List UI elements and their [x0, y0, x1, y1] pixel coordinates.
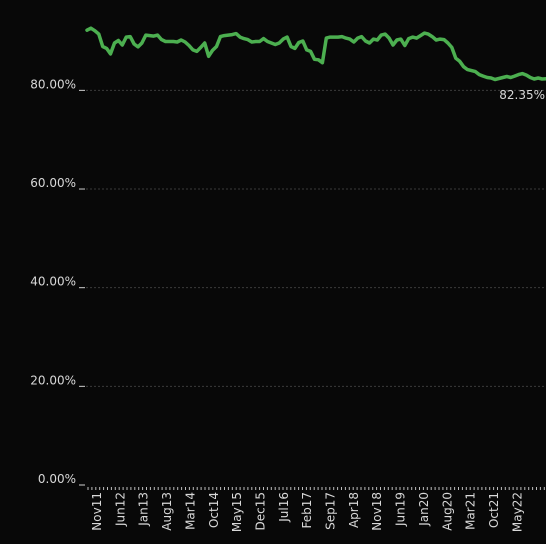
x-tick-label: Nov11	[90, 492, 104, 531]
y-tick-label: 20.00%	[30, 373, 76, 387]
x-tick-label: Jan13	[137, 492, 151, 527]
x-tick-label: Apr18	[347, 492, 361, 528]
x-tick-label: Jul16	[277, 492, 291, 523]
y-axis: 0.00% 20.00% 40.00% 60.00% 80.00%	[30, 77, 85, 486]
y-tick-label: 0.00%	[38, 472, 76, 486]
series-line-layer	[85, 26, 546, 82]
last-value-label: 82.35%	[499, 88, 545, 102]
x-tick-label: Oct21	[487, 492, 501, 528]
x-tick-label: Jun12	[113, 492, 127, 527]
x-tick-label: Sep17	[324, 492, 338, 530]
x-tick-label: May22	[510, 492, 524, 532]
x-tick-label: Nov18	[370, 492, 384, 531]
x-tick-label: Mar21	[464, 492, 478, 530]
x-tick-label: Jan20	[417, 492, 431, 527]
y-tick-label: 60.00%	[30, 176, 76, 190]
x-tick-label: Oct14	[207, 492, 221, 528]
x-tick-label: Dec15	[253, 492, 267, 531]
series-line	[85, 26, 546, 82]
x-tick-label: Mar14	[183, 492, 197, 530]
x-tick-label: Jun19	[394, 492, 408, 527]
x-tick-label: Feb17	[300, 492, 314, 529]
x-axis: Nov11 Jun12 Jan13 Aug13 Mar14 Oct14 May15 Dec15…	[87, 487, 545, 532]
gridlines	[86, 89, 546, 387]
y-tick-label: 40.00%	[30, 275, 76, 289]
x-tick-label: Aug20	[440, 492, 454, 531]
y-tick-label: 80.00%	[30, 77, 76, 91]
x-tick-label: May15	[230, 492, 244, 532]
x-tick-label: Aug13	[160, 492, 174, 531]
last-value-label-layer: 82.35%	[499, 88, 545, 102]
